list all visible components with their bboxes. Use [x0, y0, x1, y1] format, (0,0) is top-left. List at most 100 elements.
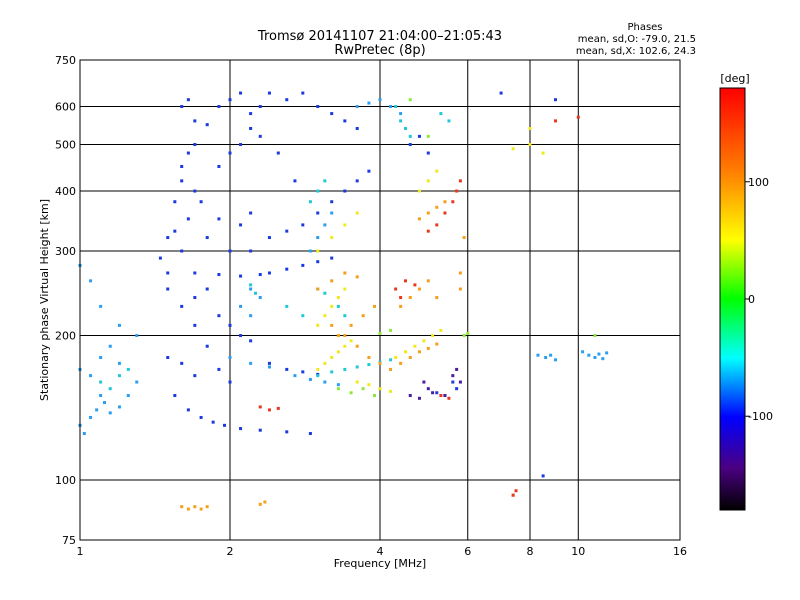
data-point [422, 339, 426, 343]
data-point [349, 391, 353, 395]
data-point [249, 249, 253, 253]
data-point [228, 151, 232, 155]
data-point [367, 169, 371, 173]
data-point [417, 134, 421, 138]
data-point [330, 200, 334, 204]
data-point [135, 334, 139, 338]
data-point [403, 279, 407, 283]
data-point [135, 380, 139, 384]
data-point [263, 500, 267, 504]
data-point [117, 374, 121, 378]
data-point [316, 189, 320, 193]
data-point [316, 260, 320, 264]
data-point [451, 200, 455, 204]
data-point [435, 296, 439, 300]
data-point [301, 370, 305, 374]
data-point [447, 119, 451, 123]
y-tick-label: 75 [62, 534, 76, 547]
data-point [239, 223, 243, 227]
data-point [308, 200, 312, 204]
data-point [451, 380, 455, 384]
data-point [458, 287, 462, 291]
data-point [408, 296, 412, 300]
data-point [186, 217, 190, 221]
data-point [343, 189, 347, 193]
data-point [205, 344, 209, 348]
data-point [249, 339, 253, 343]
data-point [99, 394, 103, 398]
data-point [549, 353, 553, 357]
x-tick-label: 6 [464, 545, 471, 558]
data-point [458, 179, 462, 183]
data-point [258, 405, 262, 409]
data-point [323, 179, 327, 183]
y-tick-labels: 75 100 200 300 400 500 600 750 [55, 54, 76, 547]
data-points [78, 91, 609, 511]
data-point [403, 126, 407, 130]
data-point [186, 98, 190, 102]
y-tick-label: 750 [55, 54, 76, 67]
data-point [99, 355, 103, 359]
data-point [99, 304, 103, 308]
data-point [426, 387, 430, 391]
x-tick-label: 1 [77, 545, 84, 558]
data-point [394, 105, 398, 109]
data-point [343, 287, 347, 291]
data-point [199, 200, 203, 204]
data-point [426, 346, 430, 350]
data-point [349, 339, 353, 343]
data-point [285, 267, 289, 271]
data-point [193, 143, 197, 147]
data-point [166, 236, 170, 240]
data-point [593, 334, 597, 338]
data-point [223, 423, 227, 427]
data-point [267, 271, 271, 275]
x-tick-label: 10 [571, 545, 585, 558]
data-point [435, 205, 439, 209]
data-point [330, 211, 334, 215]
data-point [553, 98, 557, 102]
data-point [301, 223, 305, 227]
data-point [343, 223, 347, 227]
data-point [249, 112, 253, 116]
data-point [293, 179, 297, 183]
data-point [587, 353, 591, 357]
data-point [199, 507, 203, 511]
plot-frame [79, 59, 681, 541]
data-point [399, 304, 403, 308]
data-point [413, 344, 417, 348]
data-point [499, 91, 503, 95]
y-tick-label: 100 [55, 474, 76, 487]
data-point [180, 249, 184, 253]
data-point [193, 323, 197, 327]
data-point [389, 367, 393, 371]
data-point [426, 279, 430, 283]
data-point [343, 314, 347, 318]
data-point [426, 229, 430, 233]
data-point [316, 236, 320, 240]
data-point [355, 211, 359, 215]
x-tick-label: 2 [227, 545, 234, 558]
data-point [117, 323, 121, 327]
data-point [301, 91, 305, 95]
data-point [258, 296, 262, 300]
data-point [389, 105, 393, 109]
data-point [89, 415, 93, 419]
data-point [323, 380, 327, 384]
data-point [330, 279, 334, 283]
data-point [458, 271, 462, 275]
data-point [355, 126, 359, 130]
data-point [466, 331, 470, 335]
data-point [166, 355, 170, 359]
data-point [267, 361, 271, 365]
data-point [426, 134, 430, 138]
data-point [336, 387, 340, 391]
data-point [180, 505, 184, 509]
data-point [285, 430, 289, 434]
data-point [361, 314, 365, 318]
data-point [323, 223, 327, 227]
data-point [330, 355, 334, 359]
data-point [316, 249, 320, 253]
data-point [193, 119, 197, 123]
